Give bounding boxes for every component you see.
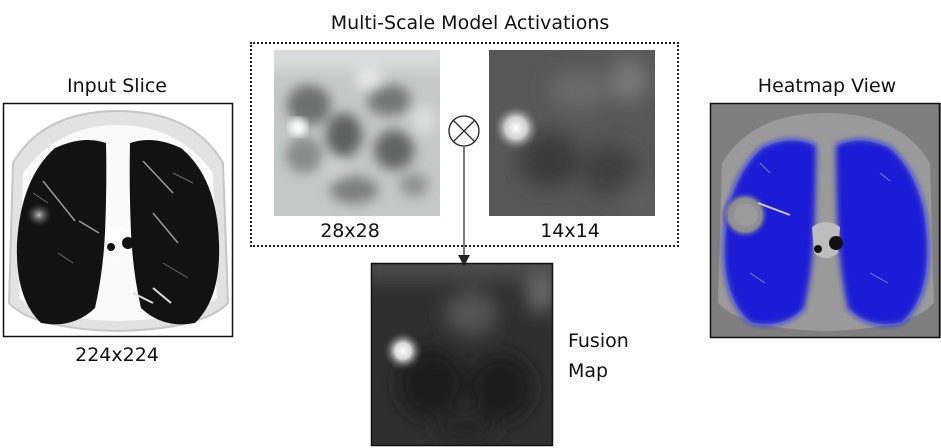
heatmap-view-title: Heatmap View xyxy=(757,75,897,97)
input-size-label: 224x224 xyxy=(75,344,159,366)
activation-map-14x14 xyxy=(489,50,655,216)
fusion-map-image xyxy=(371,263,553,446)
input-ct-image xyxy=(3,103,233,337)
fusion-map-label-line1: Fusion xyxy=(568,330,629,352)
fusion-map-label-line2: Map xyxy=(568,360,609,382)
activation-14-label: 14x14 xyxy=(540,220,600,242)
activations-title: Multi-Scale Model Activations xyxy=(330,12,610,34)
heatmap-view-image xyxy=(710,103,941,338)
activation-28-label: 28x28 xyxy=(320,220,380,242)
input-slice-title: Input Slice xyxy=(67,75,167,97)
activation-map-28x28 xyxy=(274,50,440,216)
